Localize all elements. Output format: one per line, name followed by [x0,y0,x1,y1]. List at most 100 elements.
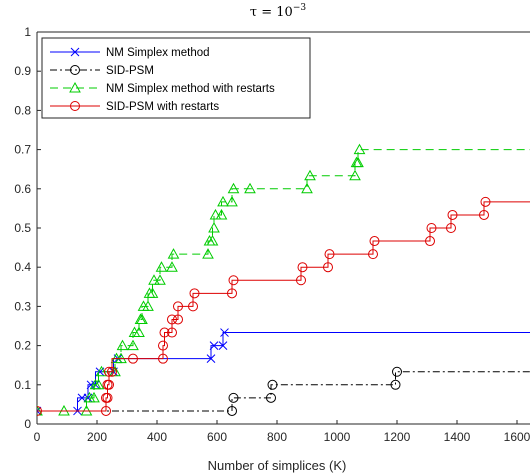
series-marker [206,354,216,364]
series-marker [426,223,437,233]
x-tick-label: 200 [87,430,107,444]
series-marker [215,208,228,220]
x-tick-label: 800 [267,430,287,444]
series-marker [104,366,114,377]
series-marker [173,301,183,312]
series-marker [480,196,491,207]
series-marker [301,182,313,194]
series-marker [392,366,402,377]
series-marker [158,340,168,351]
series-marker [95,365,108,377]
y-tick-label: 0.9 [14,64,31,78]
y-tick-label: 0.4 [14,260,31,274]
series-marker [80,404,93,416]
legend-label: NM Simplex method [106,47,210,59]
y-tick-label: 0.2 [14,339,31,353]
series-marker [167,327,177,338]
series-marker [167,314,177,325]
series-line [37,371,530,412]
y-tick-label: 0.1 [14,378,31,392]
x-tick-label: 1000 [324,430,351,444]
legend-label: SID-PSM with restarts [106,101,219,113]
series-marker [116,339,129,351]
y-tick-label: 0.7 [14,143,31,157]
series-marker [217,195,229,207]
series-marker [202,248,214,259]
series-3 [37,196,530,416]
x-tick-label: 600 [207,430,227,444]
series-marker [209,341,219,350]
legend-label: SID-PSM [106,65,154,77]
legend-label: NM Simplex method with restarts [106,83,275,95]
legend-marker [70,65,80,75]
series-marker [390,379,401,390]
series-marker [136,313,148,324]
series-marker [58,404,70,416]
series-marker [227,405,237,416]
legend-marker [70,47,80,57]
series-marker [220,328,229,337]
y-tick-label: 0.3 [14,299,31,313]
series-marker [244,182,256,194]
legend-marker [70,101,80,111]
series-marker [352,156,364,168]
legend-box [41,37,311,119]
series-marker [227,182,240,194]
series-marker [173,314,183,325]
series-marker [446,223,456,233]
x-tick-label: 400 [147,430,167,444]
series-marker [133,326,145,338]
series-marker [102,392,113,403]
series-marker [127,339,139,351]
series-marker [107,366,117,377]
series-marker [154,274,166,285]
series-marker [206,235,219,246]
series-marker [209,208,222,220]
y-tick-label: 0.5 [14,221,31,235]
x-tick-label: 0 [34,430,41,444]
series-marker [146,287,159,298]
x-tick-label: 1200 [384,430,411,444]
series-marker [37,405,42,416]
series-line [37,149,530,412]
series-marker [148,274,160,285]
series-marker [369,236,380,247]
series-1 [37,366,530,416]
series-marker [267,379,278,390]
series-line [37,201,530,412]
series-marker [92,378,105,390]
chart-title-exponent: −3 [293,3,307,13]
series-marker [297,262,308,273]
series-marker [218,341,228,350]
series-marker [349,169,361,181]
chart-title: τ = 10−3 [250,3,306,20]
legend: NM Simplex method SID-PSM NM Simplex metho… [41,37,311,119]
series-marker [158,353,168,364]
series-marker [104,379,114,390]
series-marker [228,392,239,403]
x-tick-label: 1600 [504,430,530,444]
series-marker [208,221,220,233]
series-marker [323,262,333,273]
series-marker [266,392,276,403]
series-marker [368,249,378,260]
series-marker [479,209,489,220]
series-marker [425,236,435,247]
series-marker [227,288,237,299]
series-marker [188,301,198,312]
series-marker [324,249,335,260]
series-marker [101,405,111,416]
series-marker [353,143,366,155]
legend-marker [69,81,81,93]
series-marker [226,195,238,207]
series-marker [304,169,316,181]
y-tick-label: 1 [24,25,31,39]
x-axis-title: Number of simplices (K) [208,458,347,473]
series-marker [88,391,100,403]
series-marker [37,404,43,416]
x-tick-label: 1400 [444,430,471,444]
series-marker [447,209,458,220]
y-tick-label: 0.8 [14,103,31,117]
series-marker [37,406,42,416]
